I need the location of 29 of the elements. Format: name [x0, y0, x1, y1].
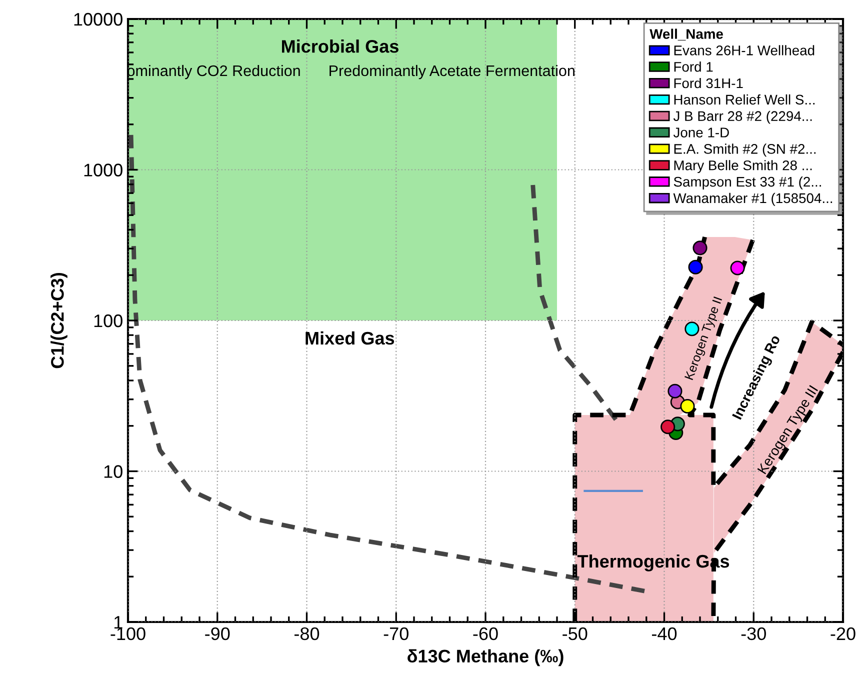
legend-label: Wanamaker #1 (158504...: [673, 192, 832, 206]
x-tick-label: -100: [110, 627, 146, 640]
legend-label: J B Barr 28 #2 (2294...: [673, 110, 812, 124]
y-tick-label: 10: [104, 465, 122, 478]
x-tick-label: -20: [830, 627, 856, 640]
y-tick-label: 100: [94, 314, 122, 328]
legend-label: Ford 1: [674, 62, 713, 72]
y-tick-label: 10000: [74, 12, 122, 26]
x-tick-label: -70: [384, 627, 408, 640]
legend-title: Well_Name: [650, 28, 724, 40]
legend-label: Evans 26H-1 Wellhead: [674, 45, 814, 56]
x-tick-label: -40: [652, 627, 677, 640]
legend-label: Sampson Est 33 #1 (2...: [674, 176, 821, 190]
annotation: Mixed Gas: [306, 331, 394, 345]
legend-label: Hanson Relief Well S...: [674, 94, 815, 105]
x-axis-title: δ13C Methane (‰): [408, 649, 564, 666]
x-tick-label: -90: [205, 627, 230, 640]
legend-label: Mary Belle Smith 28 ...: [674, 160, 812, 174]
x-tick-label: -50: [562, 627, 588, 640]
legend-label: E.A. Smith #2 (SN #2...: [674, 144, 816, 157]
y-axis-title: C1/(C2+C3): [50, 272, 68, 368]
y-tick-label: 1000: [84, 164, 122, 176]
x-tick-label: -60: [473, 627, 498, 640]
x-tick-label: -80: [294, 627, 320, 640]
legend-label: Ford 31H-1: [674, 78, 743, 88]
annotation: Microbial Gas: [282, 40, 398, 53]
legend-label: Jone 1-D: [673, 128, 729, 138]
x-tick-label: -30: [741, 627, 766, 640]
annotation: Predominantly Acetate Fermentation: [330, 64, 574, 80]
